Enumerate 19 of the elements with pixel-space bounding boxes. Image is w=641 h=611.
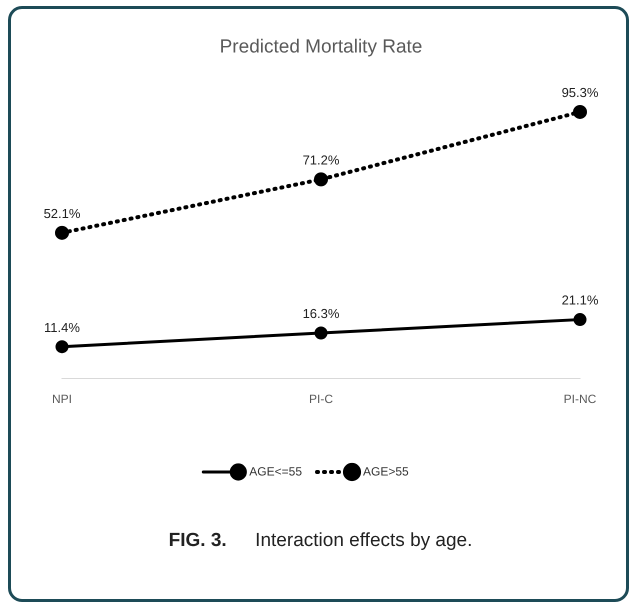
data-label: 71.2% bbox=[302, 152, 340, 168]
x-tick-label: PI-NC bbox=[564, 392, 597, 406]
point bbox=[56, 340, 68, 354]
point bbox=[573, 104, 587, 119]
point bbox=[314, 326, 328, 340]
data-label: 52.1% bbox=[44, 206, 81, 221]
data-label: 21.1% bbox=[562, 292, 599, 308]
x-tick-label: PI-C bbox=[309, 392, 334, 406]
legend-label: AGE<=55 bbox=[249, 464, 302, 478]
legend-label: AGE>55 bbox=[363, 464, 410, 478]
chart-title: Predicted Mortality Rate bbox=[220, 36, 422, 58]
point bbox=[574, 313, 586, 326]
point bbox=[314, 172, 328, 186]
point bbox=[55, 226, 69, 240]
x-tick-label: NPI bbox=[52, 392, 72, 406]
data-label: 16.3% bbox=[302, 306, 340, 322]
data-label: 11.4% bbox=[44, 320, 80, 335]
data-label: 95.3% bbox=[562, 85, 599, 100]
text: FIG. 3. Interaction effects by age. bbox=[168, 530, 472, 551]
